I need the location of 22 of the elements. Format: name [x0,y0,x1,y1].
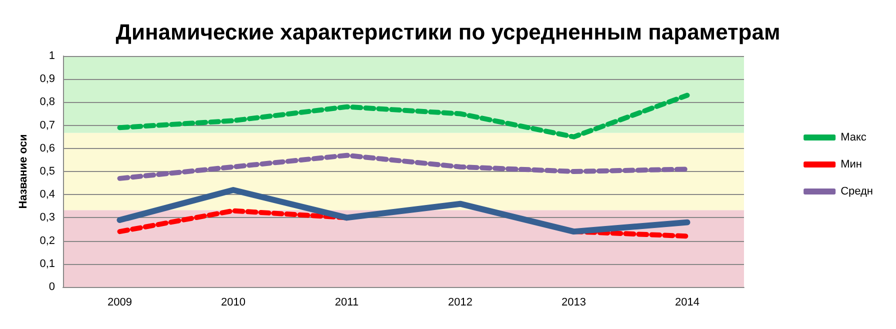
y-tick-label: 0,7 [40,119,55,132]
y-tick-label: 0 [48,281,55,293]
legend-label: Средн [840,186,874,198]
legend-label: Мин [840,158,862,170]
y-tick-label: 0,8 [40,96,55,108]
y-tick-label: 0,3 [40,212,55,224]
x-tick-label: 2011 [334,296,359,308]
x-tick-label: 2009 [108,296,132,308]
y-tick-label: 0,2 [40,234,55,247]
x-tick-label: 2013 [562,296,586,308]
y-tick-label: 0,9 [40,73,55,86]
y-tick-label: 0,4 [40,188,55,201]
y-tick-label: 0,5 [40,166,55,178]
x-tick-label: 2012 [448,296,472,308]
chart-title: Динамические характеристики по усредненным параметрам [116,20,780,44]
legend-label: Макс [840,132,867,144]
y-tick-label: 0,1 [40,258,55,270]
x-tick-label: 2014 [675,296,700,308]
x-tick-label: 2010 [221,296,246,308]
y-axis-title: Название оси [17,134,30,209]
y-tick-label: 0,6 [40,142,55,154]
y-tick-label: 1 [48,50,55,62]
